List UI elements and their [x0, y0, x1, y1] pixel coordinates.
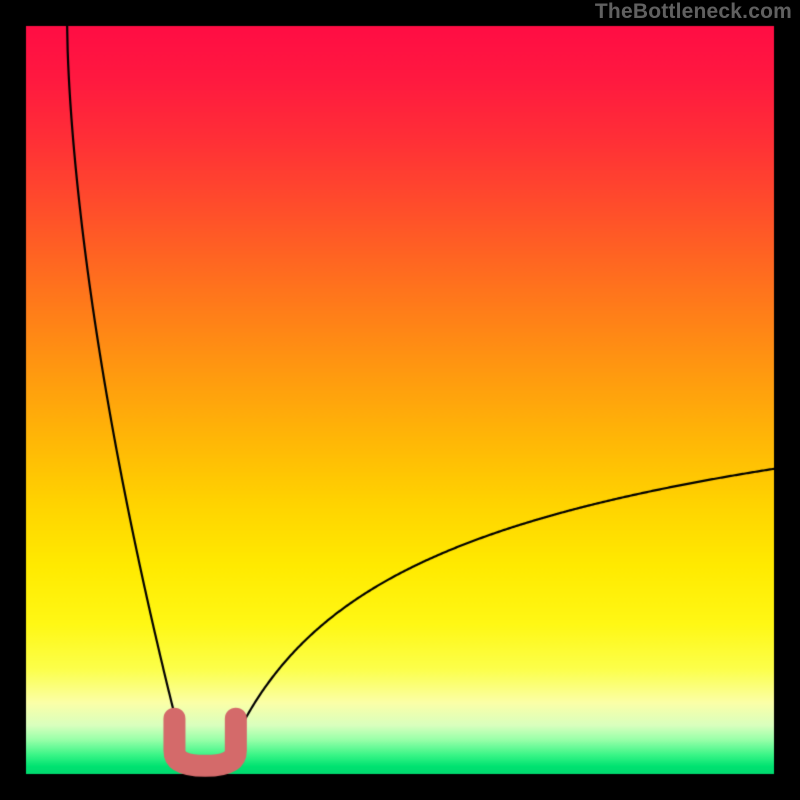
chart-root: TheBottleneck.com — [0, 0, 800, 800]
bottleneck-curve-plot — [0, 0, 800, 800]
